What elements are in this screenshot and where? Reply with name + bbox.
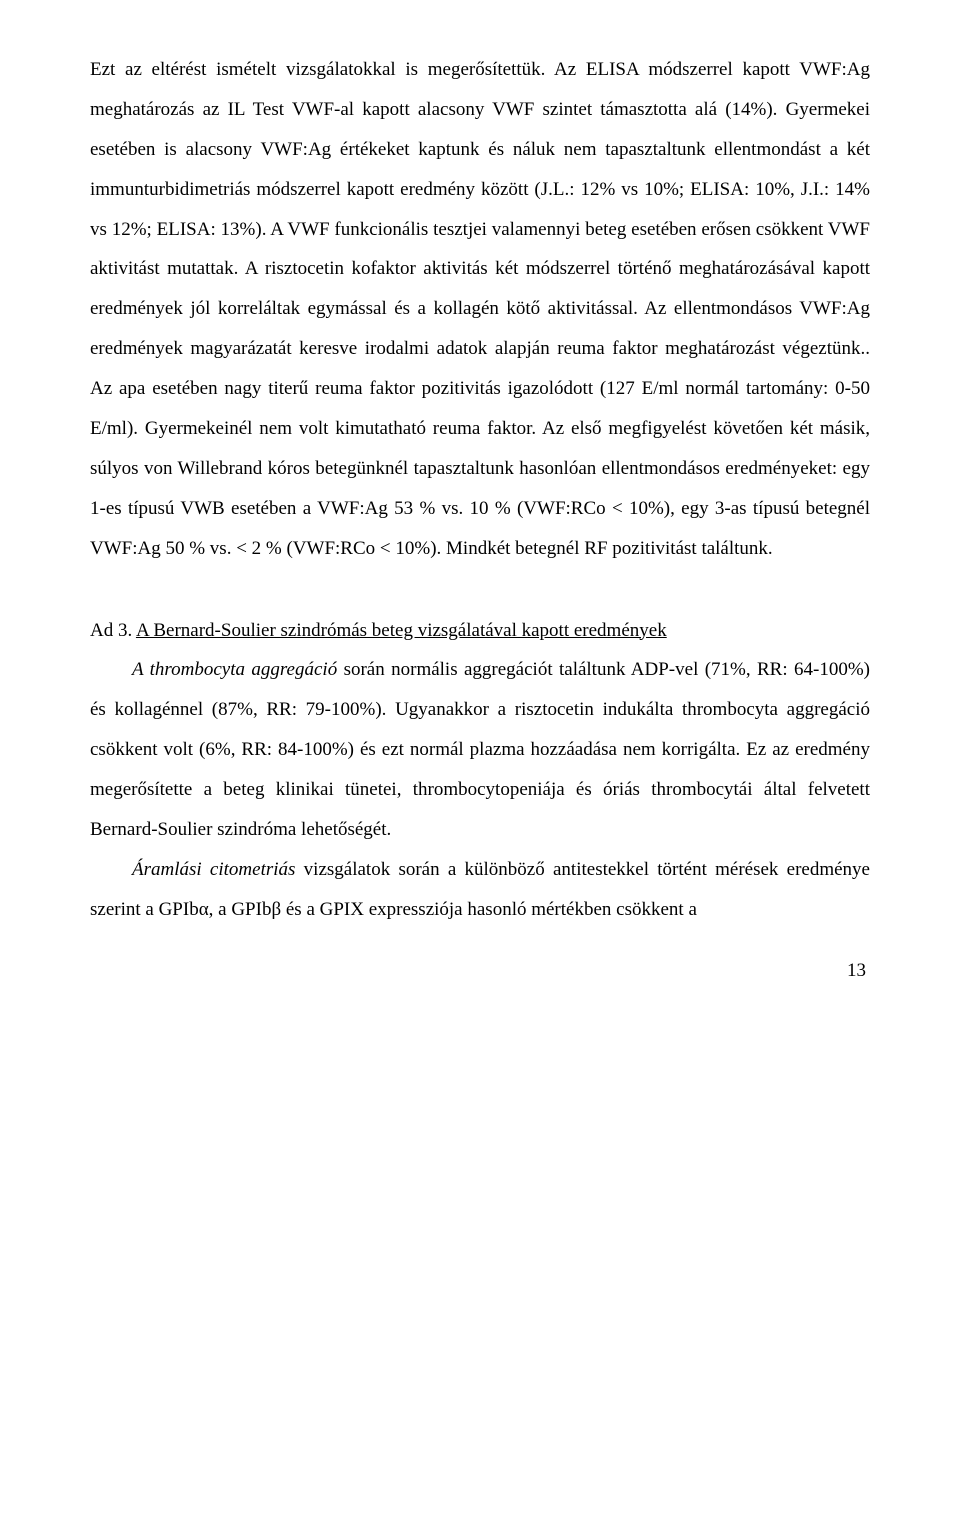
paragraph-2-rest: során normális aggregációt találtunk ADP… [90,659,870,840]
heading-prefix: Ad 3. [90,620,136,641]
paragraph-1-text: Ezt az eltérést ismételt vizsgálatokkal … [90,59,870,439]
page-number: 13 [90,960,870,982]
document-page: Ezt az eltérést ismételt vizsgálatokkal … [0,0,960,1022]
paragraph-2: A thrombocyta aggregáció során normális … [90,650,870,849]
paragraph-1: Ezt az eltérést ismételt vizsgálatokkal … [90,50,870,569]
section-heading: Ad 3. A Bernard-Soulier szindrómás beteg… [90,611,870,651]
paragraph-2-italic: A thrombocyta aggregáció [132,659,337,680]
paragraph-3-italic: Áramlási citometriás [132,859,295,880]
heading-underline: A Bernard-Soulier szindrómás beteg vizsg… [136,620,667,641]
paragraph-3: Áramlási citometriás vizsgálatok során a… [90,850,870,930]
